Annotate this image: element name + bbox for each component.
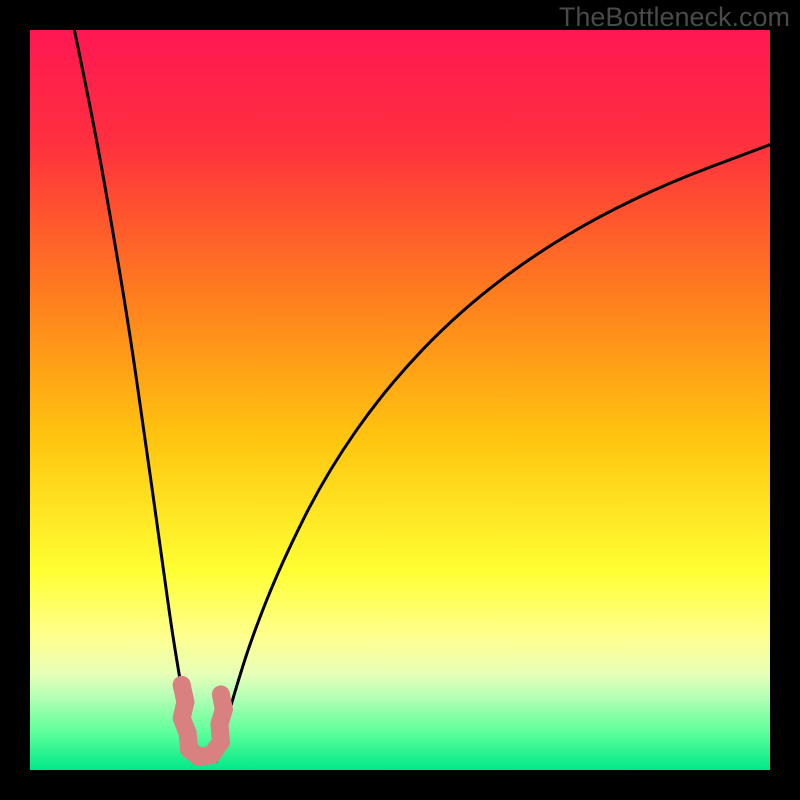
marker-dot bbox=[176, 693, 194, 711]
marker-dot bbox=[179, 724, 197, 742]
marker-dot bbox=[173, 676, 191, 694]
marker-dot bbox=[212, 733, 230, 751]
marker-dot bbox=[212, 686, 230, 704]
marker-dot bbox=[215, 700, 233, 718]
plot-svg bbox=[30, 30, 770, 770]
plot-area bbox=[30, 30, 770, 770]
gradient-background bbox=[30, 30, 770, 770]
figure-root: TheBottleneck.com bbox=[0, 0, 800, 800]
watermark-text: TheBottleneck.com bbox=[559, 2, 790, 33]
